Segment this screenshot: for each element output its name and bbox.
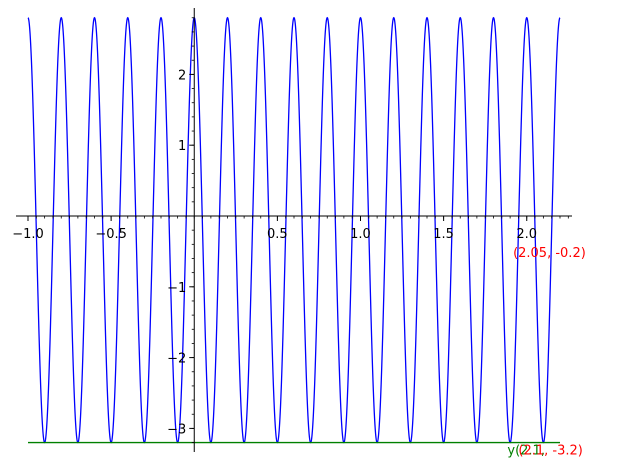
- x-tick-label: 2.0: [516, 227, 537, 242]
- y-tick-label: −3: [167, 422, 186, 437]
- x-tick-label: −0.5: [95, 227, 127, 242]
- x-tick-label: 0.5: [267, 227, 288, 242]
- annotation-label: (2.1, -3.2): [518, 444, 582, 459]
- x-tick-label: −1.0: [12, 227, 44, 242]
- y-tick-label: −2: [167, 352, 186, 367]
- x-tick-label: 1.5: [433, 227, 454, 242]
- series-curve-line: [27, 16, 561, 444]
- x-tick-label: 1.0: [350, 227, 371, 242]
- y-tick-label: −1: [167, 281, 186, 296]
- annotation-label: (2.05, -0.2): [513, 246, 586, 261]
- annotation-label: y(2.1,: [507, 444, 545, 459]
- y-tick-label: 1: [178, 139, 186, 154]
- y-tick-label: 2: [178, 68, 186, 83]
